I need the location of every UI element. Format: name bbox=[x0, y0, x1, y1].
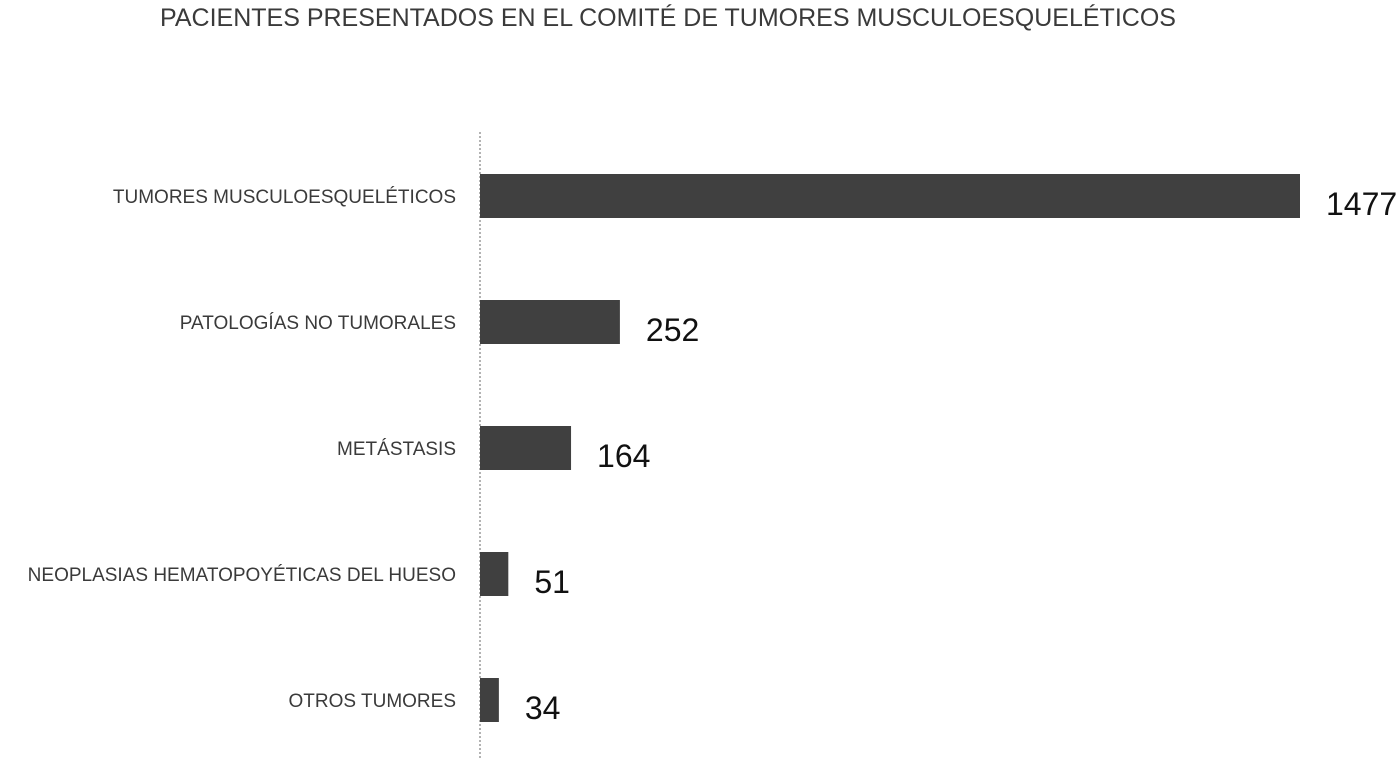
category-label-4: OTROS TUMORES bbox=[289, 691, 457, 712]
data-label-4: 34 bbox=[525, 690, 561, 726]
chart-title: PACIENTES PRESENTADOS EN EL COMITÉ DE TU… bbox=[160, 3, 1176, 32]
category-label-3: NEOPLASIAS HEMATOPOYÉTICAS DEL HUESO bbox=[28, 565, 456, 586]
bar-4 bbox=[480, 678, 499, 722]
data-label-1: 252 bbox=[646, 312, 699, 348]
bar-1 bbox=[480, 300, 620, 344]
data-label-3: 51 bbox=[534, 564, 570, 600]
bar-3 bbox=[480, 552, 509, 596]
category-label-2: METÁSTASIS bbox=[337, 439, 456, 460]
data-label-0: 1477 bbox=[1326, 186, 1397, 222]
data-label-2: 164 bbox=[597, 438, 650, 474]
value-labels: 1477 252 164 51 34 bbox=[525, 186, 1397, 726]
bars-group bbox=[480, 174, 1300, 722]
bar-0 bbox=[480, 174, 1300, 218]
category-labels: TUMORES MUSCULOESQUELÉTICOS PATOLOGÍAS NO… bbox=[28, 187, 456, 712]
category-label-0: TUMORES MUSCULOESQUELÉTICOS bbox=[113, 187, 456, 208]
bar-2 bbox=[480, 426, 572, 470]
category-label-1: PATOLOGÍAS NO TUMORALES bbox=[180, 313, 456, 334]
